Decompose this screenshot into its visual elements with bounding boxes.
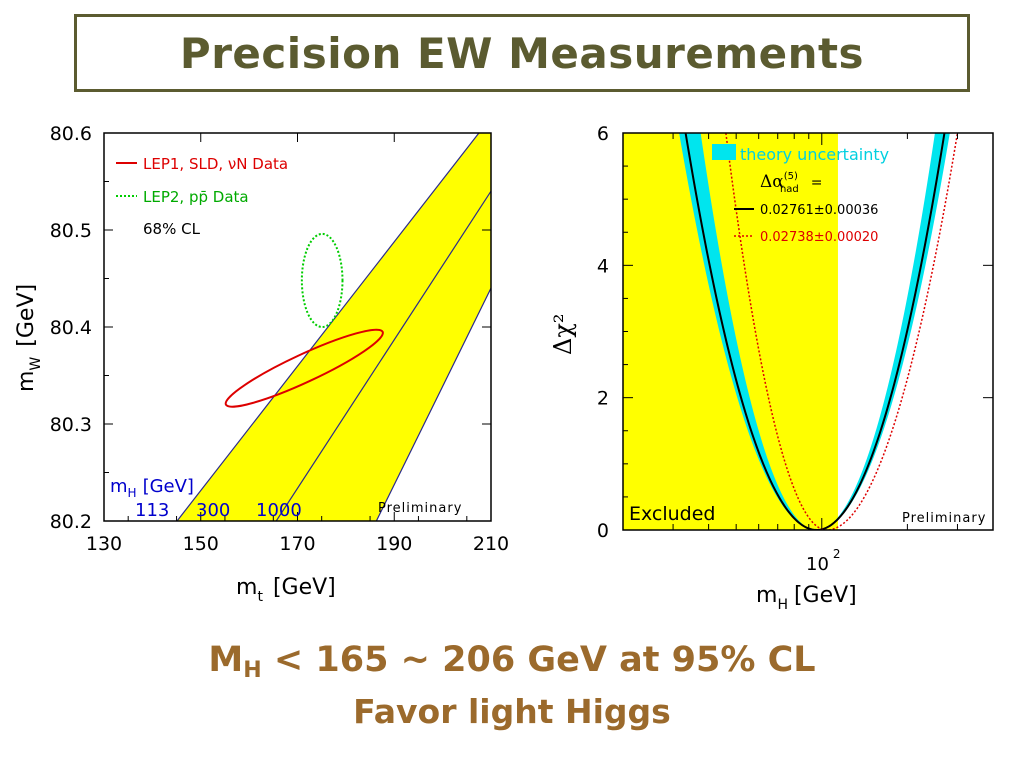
right-xtick-label: 10 2 <box>806 547 841 575</box>
mh-1000-label: 1000 <box>256 500 302 521</box>
conclusion-line-1: MH < 165 ~ 206 GeV at 95% CL <box>0 640 1024 683</box>
series-alpha-0.02738 <box>725 133 959 530</box>
right-ytick-label: 4 <box>597 255 609 277</box>
mh-band-label-main: m <box>110 476 128 497</box>
left-preliminary-label: Preliminary <box>378 501 462 516</box>
excluded-label: Excluded <box>629 503 716 525</box>
right-xtick-base: 10 <box>806 554 829 575</box>
mh-300-label: 300 <box>196 500 230 521</box>
left-ytick-label: 80.4 <box>50 317 92 339</box>
mh-band-label-sub: H <box>128 486 137 500</box>
legend-lep1-label: LEP1, SLD, νN Data <box>143 155 288 173</box>
legend-alpha-sub: had <box>780 184 799 195</box>
left-xlabel: mt [GeV] <box>236 575 336 605</box>
mh-113-label: 113 <box>135 500 169 521</box>
right-xlabel-main: m <box>756 583 777 608</box>
left-ytick-label: 80.5 <box>50 220 92 242</box>
left-ytick-label: 80.6 <box>50 123 92 145</box>
lep2-contour <box>300 232 344 329</box>
theory-uncertainty-band <box>679 133 950 530</box>
right-xlabel-sub: H <box>777 597 788 613</box>
left-ylabel: mW [GeV] <box>14 284 44 392</box>
legend-alpha-eq: = <box>811 175 823 191</box>
right-xtick-exp: 2 <box>833 547 841 561</box>
left-xtick-label: 190 <box>376 533 412 555</box>
legend-theory-label: theory uncertainty <box>740 145 889 164</box>
legend-theory-swatch <box>712 144 736 160</box>
mh-band-fill <box>177 133 491 521</box>
left-xtick-label: 130 <box>86 533 122 555</box>
mh-line-300 <box>275 190 491 521</box>
left-xlabel-sub: t <box>257 589 263 605</box>
left-xtick-label: 210 <box>473 533 509 555</box>
left-ylabel-sub: W <box>28 357 44 371</box>
left-xtick-label: 170 <box>279 533 315 555</box>
legend-cl-label: 68% CL <box>143 220 201 238</box>
left-xlabel-main: m <box>236 575 257 600</box>
right-preliminary-label: Preliminary <box>902 511 986 526</box>
left-ylabel-unit: [GeV] <box>14 284 39 347</box>
right-ylabel: Δχ² <box>549 314 577 356</box>
left-xtick-label: 150 <box>183 533 219 555</box>
legend-alpha1-label: 0.02761±0.00036 <box>760 203 878 218</box>
legend-alpha-main: Δα <box>760 172 784 192</box>
conclusion-rest: < 165 ~ 206 GeV at 95% CL <box>261 640 816 680</box>
left-ytick-label: 80.2 <box>50 511 92 533</box>
mh-band-label-unit: [GeV] <box>143 476 194 497</box>
legend-alpha-title: Δα(5) had = <box>760 171 823 195</box>
title-box: Precision EW Measurements <box>74 14 970 92</box>
mh-band-label: mH [GeV] <box>110 476 194 500</box>
legend-lep2-label: LEP2, pp̄ Data <box>143 188 249 206</box>
right-xlabel: mH [GeV] <box>756 583 857 613</box>
right-xlabel-unit: [GeV] <box>794 583 857 608</box>
left-ytick-label: 80.3 <box>50 414 92 436</box>
page-title: Precision EW Measurements <box>179 28 865 78</box>
lep1-contour <box>224 328 384 408</box>
conclusion-m: M <box>208 640 244 680</box>
left-xlabel-unit: [GeV] <box>273 575 336 600</box>
conclusion-sub: H <box>243 658 262 683</box>
right-ytick-label: 2 <box>597 388 609 410</box>
legend-alpha-sup: (5) <box>784 171 798 182</box>
mh-line-113 <box>176 133 480 521</box>
mh-line-1000 <box>375 287 491 521</box>
conclusion-line-2: Favor light Higgs <box>353 692 671 731</box>
right-ytick-label: 6 <box>597 123 609 145</box>
legend-alpha2-label: 0.02738±0.00020 <box>760 230 878 245</box>
left-ylabel-main: m <box>14 371 39 392</box>
right-ytick-label: 0 <box>597 520 609 542</box>
